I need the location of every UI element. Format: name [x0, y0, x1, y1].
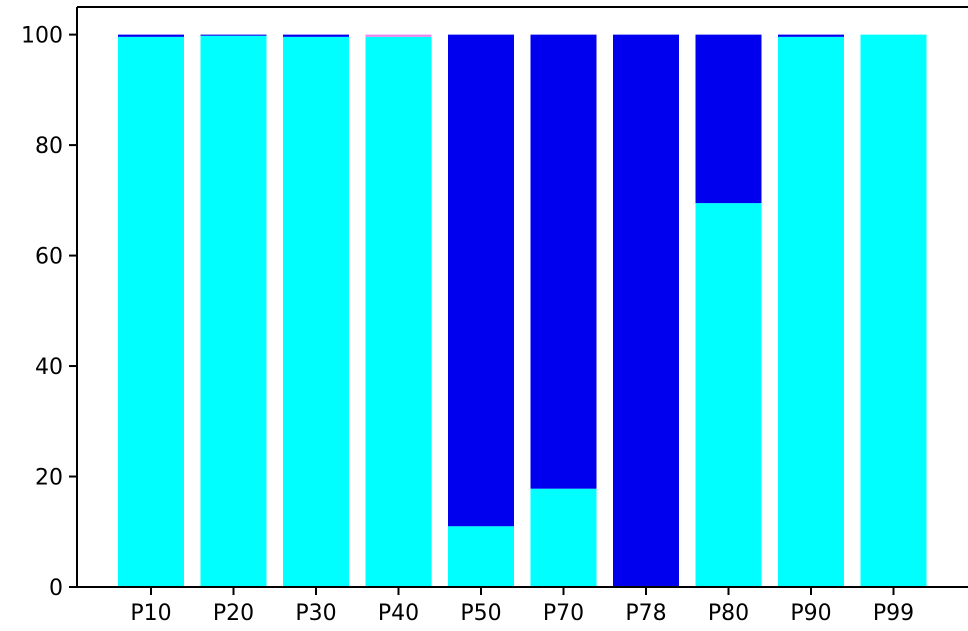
bar-p50-segment-0: [448, 526, 514, 587]
x-tick-label-p40: P40: [378, 601, 419, 626]
bar-p90-segment-0: [778, 36, 844, 588]
y-tick-label-20: 20: [35, 466, 63, 491]
x-tick-label-p78: P78: [625, 601, 666, 626]
bar-p80-segment-1: [695, 34, 762, 204]
bars-group: [118, 34, 927, 588]
x-tick-label-p70: P70: [543, 601, 584, 626]
bar-p70-segment-1: [530, 34, 597, 489]
x-tick-label-p90: P90: [790, 601, 831, 626]
bar-p30-segment-0: [283, 36, 349, 588]
bar-p10-segment-0: [118, 36, 184, 588]
y-tick-label-80: 80: [35, 134, 63, 159]
x-tick-label-p80: P80: [708, 601, 749, 626]
bar-p30-segment-1: [283, 34, 349, 37]
bar-p20-segment-0: [200, 35, 267, 587]
x-tick-label-p50: P50: [460, 601, 501, 626]
bar-p70-segment-0: [530, 488, 597, 587]
y-tick-label-0: 0: [49, 576, 63, 601]
bar-p40-segment-2: [365, 34, 432, 37]
x-tick-label-p10: P10: [130, 601, 171, 626]
y-tick-label-60: 60: [35, 245, 63, 270]
x-tick-label-p30: P30: [295, 601, 336, 626]
x-tick-label-p20: P20: [213, 601, 254, 626]
y-tick-label-100: 100: [21, 24, 63, 49]
bar-p20-segment-1: [200, 34, 267, 36]
axes-group: [76, 6, 968, 588]
y-tick-label-40: 40: [35, 355, 63, 380]
x-tick-label-p99: P99: [873, 601, 914, 626]
bar-p99-segment-0: [860, 34, 927, 588]
bar-p10-segment-1: [118, 34, 184, 37]
ticks-group: 0 20 40 60 80 100 P10 P20 P30 P40 P50 P70 P78 P80 P90 P…: [21, 24, 914, 626]
bar-p50-segment-1: [448, 34, 514, 527]
bar-p90-segment-1: [778, 34, 844, 37]
bar-p80-segment-0: [695, 203, 762, 587]
bar-p78-segment-1: [613, 34, 679, 588]
bar-p40-segment-0: [365, 36, 432, 588]
